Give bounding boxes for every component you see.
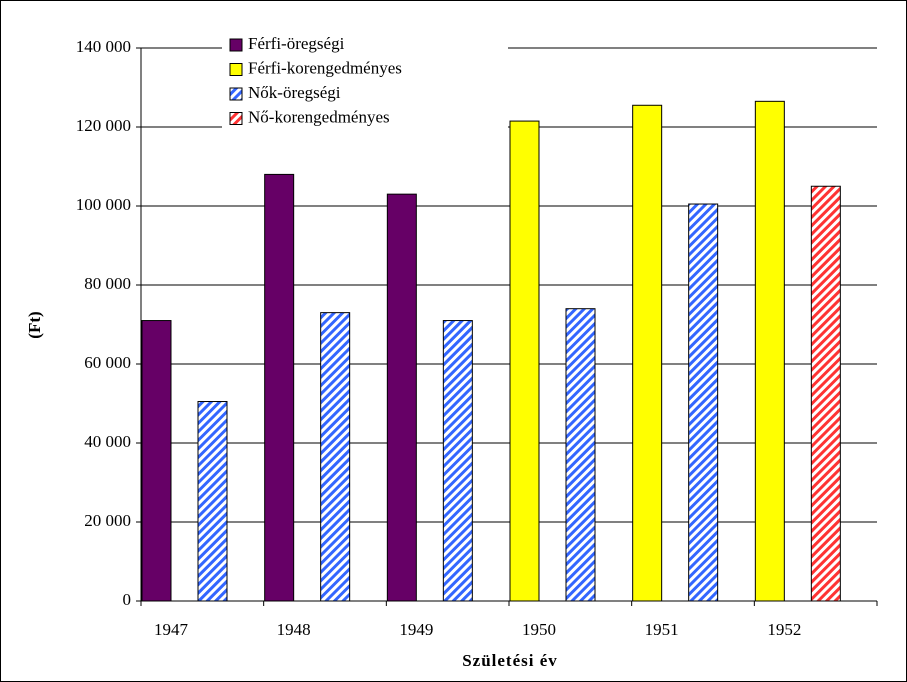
y-tick-label: 80 000 [84,274,131,293]
y-tick-label: 0 [123,590,132,609]
y-tick-label: 20 000 [84,511,131,530]
y-axis-label: (Ft) [25,311,44,338]
bar [632,104,663,602]
legend-swatch [229,112,243,125]
bar [197,401,228,602]
legend-swatch [229,63,243,76]
legend-label: Nők-öregségi [248,83,341,102]
bar [264,173,295,602]
x-tick-label: 1949 [399,620,433,639]
legend-swatch [229,87,243,101]
y-tick-label: 60 000 [84,353,131,372]
legend-box [222,34,508,136]
legend-label: Férfi-korengedményes [248,58,402,77]
legend-swatch [229,38,243,52]
bar [754,100,785,602]
y-tick-label: 40 000 [84,432,131,451]
x-tick-label: 1950 [522,620,556,639]
bar [509,120,540,602]
bar [810,185,841,602]
x-axis-label: Születési év [462,651,558,670]
legend-label: Férfi-öregségi [248,34,345,53]
bar [386,193,417,602]
x-tick-label: 1952 [767,620,801,639]
x-tick-label: 1948 [277,620,311,639]
bar [442,320,473,602]
bar [688,203,719,602]
x-tick-label: 1947 [154,620,189,639]
y-tick-label: 140 000 [76,37,131,56]
bar [320,312,351,602]
bar [565,308,596,602]
y-tick-label: 100 000 [76,195,131,214]
y-tick-label: 120 000 [76,116,131,135]
legend-label: Nő-korengedményes [248,107,390,126]
x-tick-label: 1951 [645,620,679,639]
bar [141,320,172,602]
